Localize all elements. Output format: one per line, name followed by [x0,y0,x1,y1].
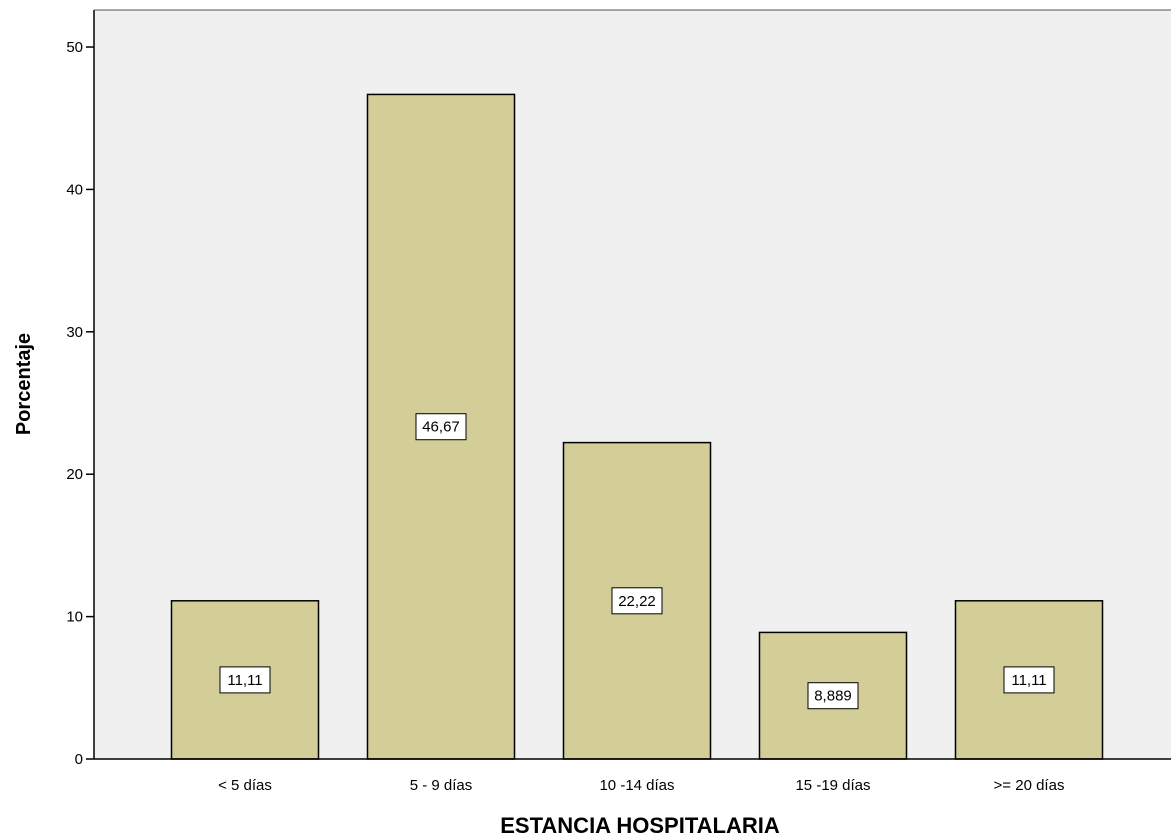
y-axis-title: Porcentaje [13,333,35,435]
data-label: 11,11 [1011,672,1046,689]
x-axis: < 5 días 5 - 9 días 10 -14 días 15 -19 días… [94,758,1171,794]
y-tick-label: 0 [75,751,83,768]
x-axis-title: ESTANCIA HOSPITALARIA [500,813,780,838]
data-label-box [219,666,271,694]
y-tick-label: 10 [66,609,83,626]
x-tick-label: >= 20 días [994,777,1065,794]
y-tick-label: 50 [66,39,83,56]
data-label-box [1003,666,1055,694]
y-tick-label: 40 [66,181,83,198]
data-label-box [611,587,663,615]
x-tick-label: < 5 días [218,777,272,794]
y-tick-label: 20 [66,466,83,483]
y-axis: 0 10 20 30 40 50 [66,9,1171,768]
data-label-box [807,682,859,710]
y-tick-label: 30 [66,324,83,341]
x-tick-label: 5 - 9 días [410,777,473,794]
x-tick-label: 10 -14 días [599,777,674,794]
data-label: 8,889 [814,688,852,705]
bars-group: 11,11 46,67 22,22 8,889 11,11 [170,93,1104,760]
x-tick-label: 15 -19 días [795,777,870,794]
data-label-box [415,413,467,441]
data-label: 22,22 [618,593,656,610]
data-label: 11,11 [227,672,262,689]
data-label: 46,67 [422,419,460,436]
